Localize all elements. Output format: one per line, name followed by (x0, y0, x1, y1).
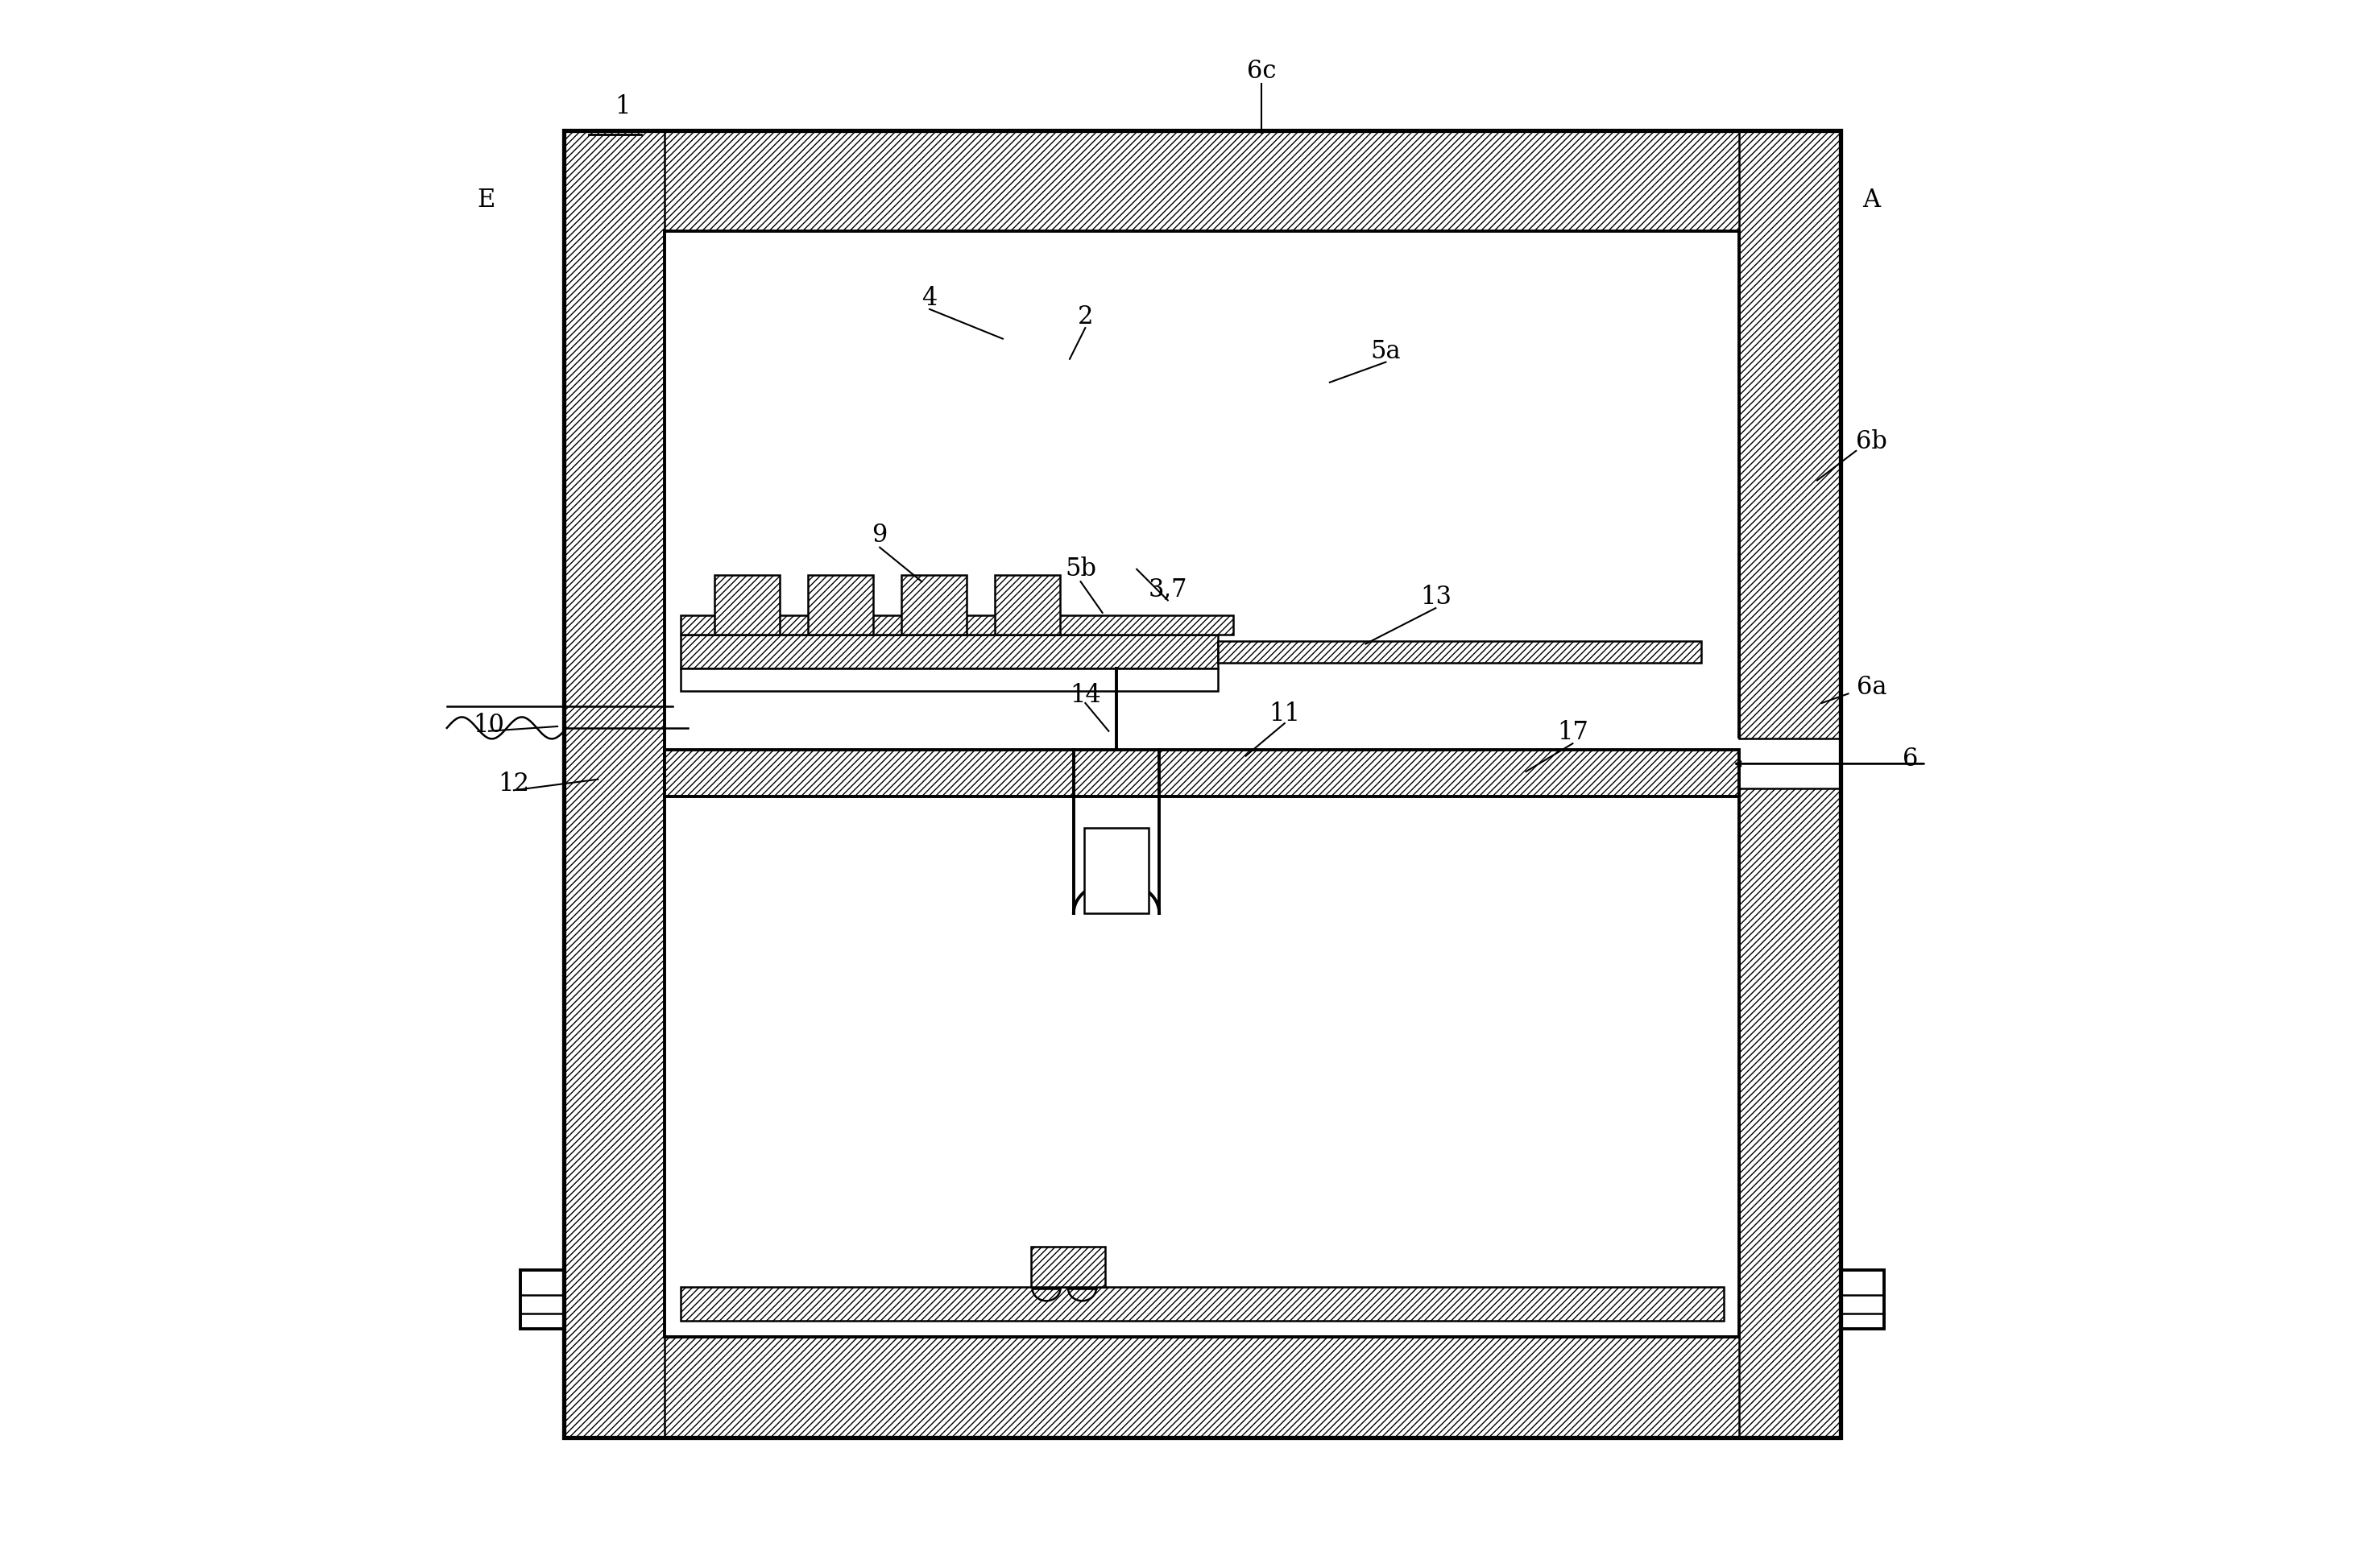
Text: 6c: 6c (1246, 58, 1277, 83)
Bar (664, 750, 1739, 797)
Bar (681, 670, 1217, 690)
Text: 5a: 5a (1372, 339, 1400, 364)
Text: 5b: 5b (1065, 557, 1096, 582)
Text: 10: 10 (472, 712, 505, 737)
Bar (994, 575, 1061, 635)
Bar (1030, 1247, 1106, 1287)
Bar (1217, 641, 1701, 663)
Bar (565, 130, 1841, 232)
Text: 1: 1 (615, 94, 631, 119)
Bar (681, 635, 1217, 670)
Text: 14: 14 (1070, 682, 1101, 707)
Bar (1739, 130, 1841, 1438)
Bar (565, 130, 664, 1438)
Text: 2: 2 (1077, 304, 1094, 329)
Bar (520, 1270, 565, 1330)
Text: 12: 12 (498, 771, 529, 797)
Text: A: A (1863, 188, 1879, 213)
Text: 6a: 6a (1856, 674, 1887, 699)
Bar (714, 575, 781, 635)
Text: 6b: 6b (1856, 430, 1887, 455)
Bar (681, 1287, 1723, 1322)
Text: 4: 4 (921, 285, 937, 310)
Text: 17: 17 (1557, 720, 1588, 745)
Bar (565, 1336, 1841, 1438)
Text: 6: 6 (1903, 746, 1917, 771)
Text: 13: 13 (1419, 585, 1452, 610)
Bar (1084, 828, 1149, 913)
Text: 3,7: 3,7 (1149, 577, 1186, 602)
Text: 11: 11 (1270, 701, 1300, 726)
Bar (1841, 1270, 1884, 1330)
Text: 9: 9 (871, 522, 888, 547)
Text: E: E (477, 188, 496, 213)
Bar (565, 130, 1841, 1438)
Bar (902, 575, 966, 635)
Bar (664, 232, 1739, 1336)
Bar (681, 616, 1234, 635)
Bar (1737, 739, 1863, 789)
Bar (809, 575, 873, 635)
